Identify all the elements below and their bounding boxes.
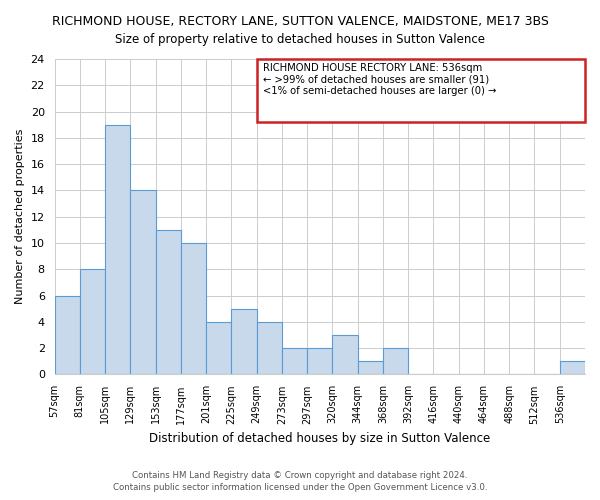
Bar bbox=[560, 362, 585, 374]
Bar bbox=[80, 270, 105, 374]
Text: RICHMOND HOUSE RECTORY LANE: 536sqm
← >99% of detached houses are smaller (91)
<: RICHMOND HOUSE RECTORY LANE: 536sqm ← >9… bbox=[263, 63, 496, 96]
Bar bbox=[257, 59, 585, 122]
Bar bbox=[130, 190, 155, 374]
Y-axis label: Number of detached properties: Number of detached properties bbox=[15, 129, 25, 304]
Bar bbox=[181, 243, 206, 374]
Text: Contains HM Land Registry data © Crown copyright and database right 2024.
Contai: Contains HM Land Registry data © Crown c… bbox=[113, 471, 487, 492]
Bar bbox=[383, 348, 408, 374]
Bar bbox=[257, 322, 282, 374]
Bar bbox=[282, 348, 307, 374]
Bar bbox=[332, 335, 358, 374]
Bar bbox=[307, 348, 332, 374]
Text: RICHMOND HOUSE, RECTORY LANE, SUTTON VALENCE, MAIDSTONE, ME17 3BS: RICHMOND HOUSE, RECTORY LANE, SUTTON VAL… bbox=[52, 15, 548, 28]
X-axis label: Distribution of detached houses by size in Sutton Valence: Distribution of detached houses by size … bbox=[149, 432, 490, 445]
Bar bbox=[206, 322, 232, 374]
Text: Size of property relative to detached houses in Sutton Valence: Size of property relative to detached ho… bbox=[115, 32, 485, 46]
Bar bbox=[358, 362, 383, 374]
Bar bbox=[232, 308, 257, 374]
Bar bbox=[105, 124, 130, 374]
Bar bbox=[155, 230, 181, 374]
Bar bbox=[55, 296, 80, 374]
